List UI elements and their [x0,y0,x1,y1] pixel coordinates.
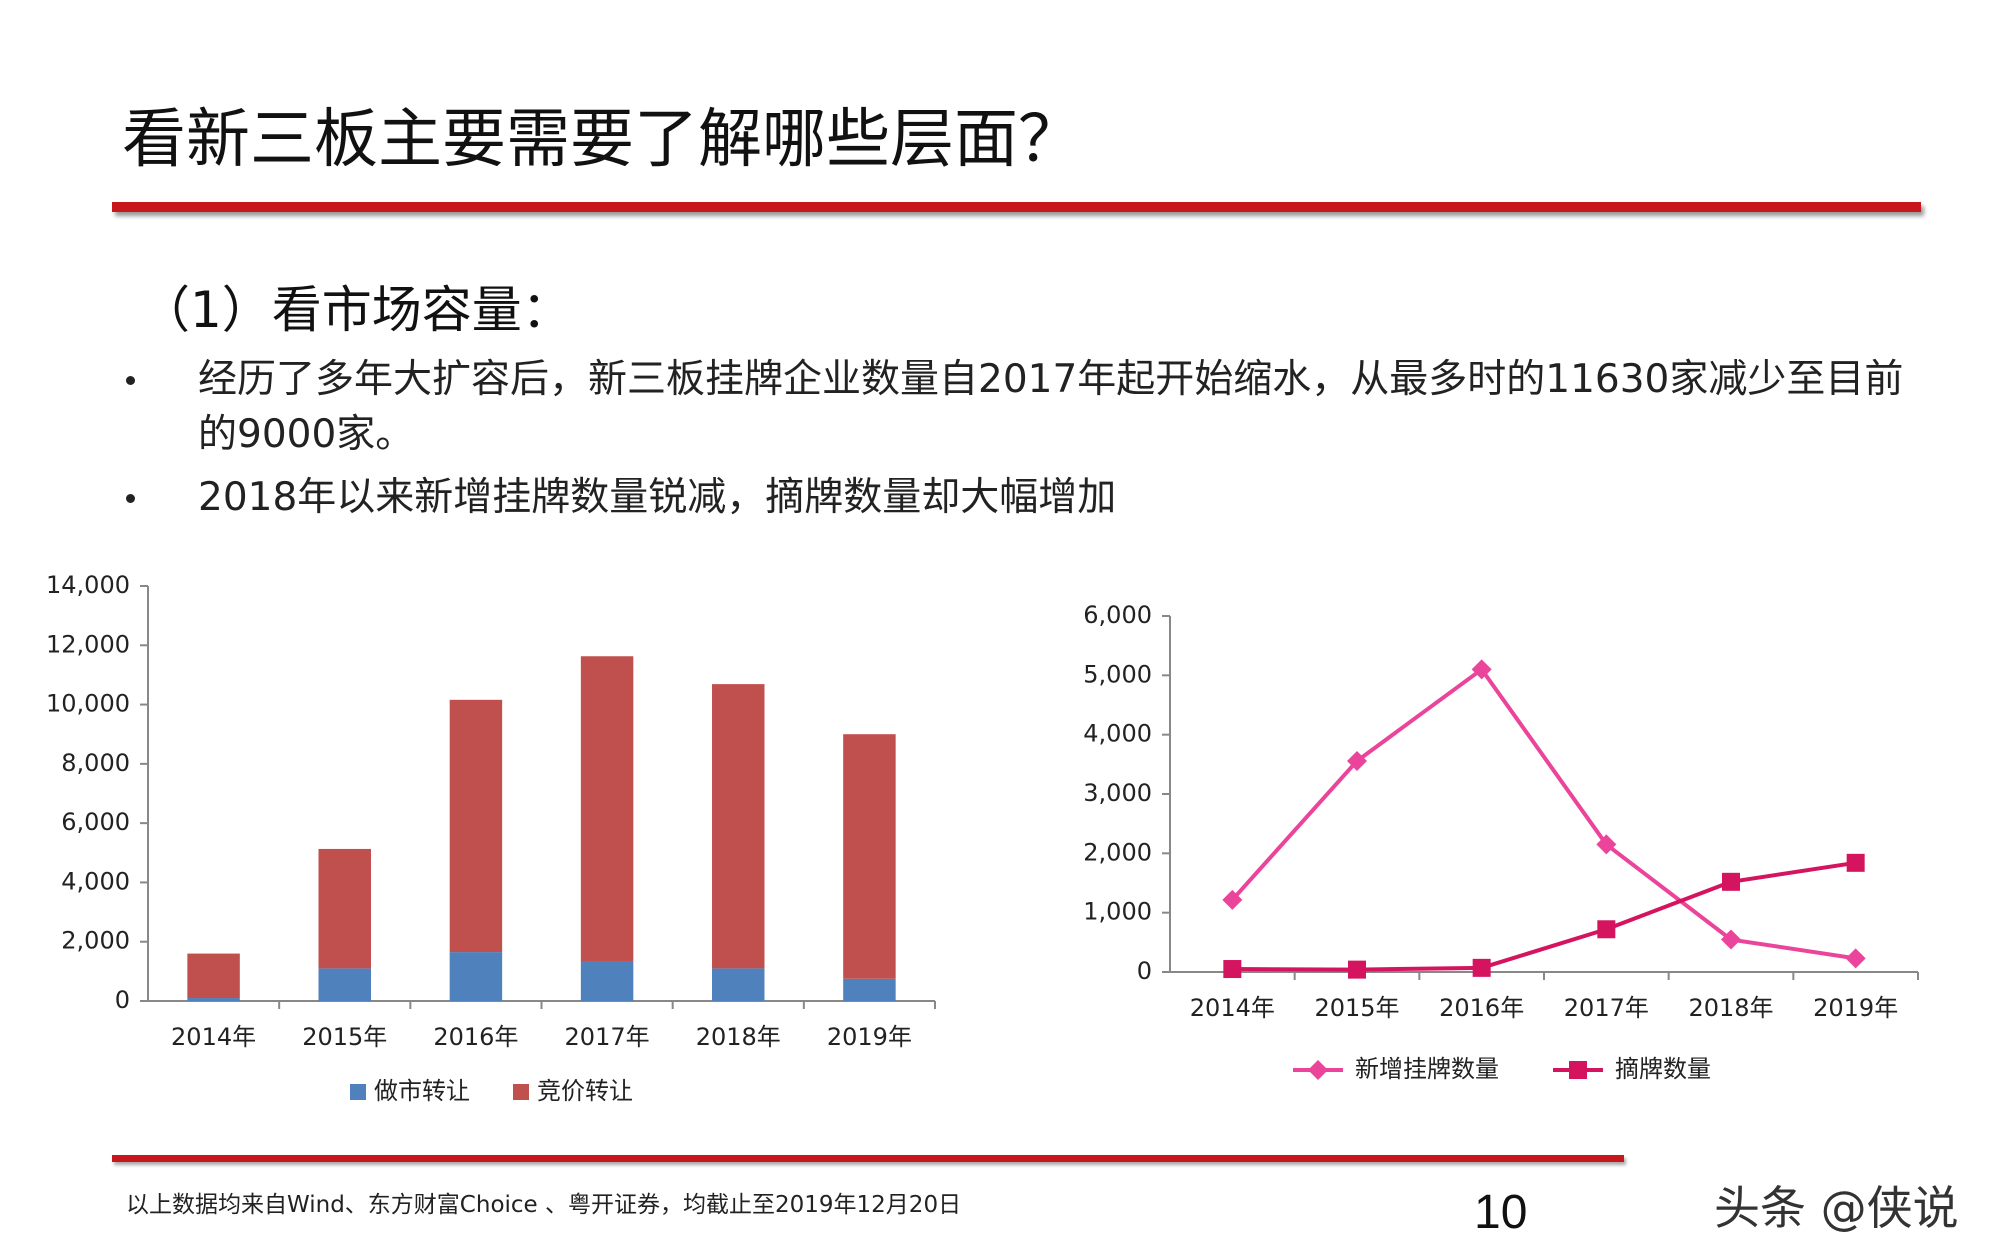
x-tick-label: 2017年 [565,1023,650,1051]
x-tick-label: 2018年 [1688,994,1773,1022]
y-tick-label: 6,000 [1083,601,1152,629]
bar-segment [712,684,765,969]
bullet-dot [126,376,135,385]
y-tick-label: 8,000 [61,749,130,777]
marker [1722,872,1740,891]
series-line [1230,666,1856,961]
marker [1348,960,1366,979]
x-tick-label: 2015年 [302,1023,387,1051]
bar-segment [580,656,634,961]
y-tick-label: 6,000 [61,808,130,836]
x-tick-label: 2015年 [1314,994,1399,1022]
bullet: 2018年以来新增挂牌数量锐减，摘牌数量却大幅增加 [126,470,1928,525]
legend-label: 新增挂牌数量 [1355,1055,1499,1083]
bar-segment [187,953,240,999]
marker [1569,1061,1587,1079]
y-tick-label: 4,000 [61,867,130,895]
legend-label: 做市转让 [374,1077,470,1105]
y-tick-label: 2,000 [1083,838,1152,866]
y-tick-label: 4,000 [1083,720,1152,748]
marker [1472,958,1491,977]
watermark: 头条 @侠说 [1714,1181,1959,1235]
marker [1596,834,1617,855]
y-tick-label: 0 [115,986,130,1014]
x-tick-label: 2018年 [696,1023,781,1051]
x-tick-label: 2014年 [171,1023,256,1051]
bar-segment [712,968,765,1001]
bar-segment [843,734,896,979]
legend-label: 竞价转让 [537,1077,633,1105]
x-tick-label: 2019年 [827,1023,912,1051]
bar-segment [449,699,503,953]
footer-rule [112,1155,1624,1162]
y-tick-label: 10,000 [46,690,130,718]
legend-label: 摘牌数量 [1615,1055,1711,1083]
bar-segment [843,978,896,1001]
bullet-text: 经历了多年大扩容后，新三板挂牌企业数量自2017年起开始缩水，从最多时的1163… [198,357,1904,457]
marker [1308,1060,1328,1080]
marker [1222,889,1243,910]
marker [1347,750,1367,771]
bar-segment [318,968,371,1001]
footnote: 以上数据均来自Wind、东方财富Choice 、粤开证券，均截止至2019年12… [126,1192,962,1218]
y-tick-label: 5,000 [1083,660,1152,688]
x-tick-label: 2016年 [433,1023,518,1051]
marker [1846,853,1865,872]
bullet-dot [126,494,135,503]
x-tick-label: 2019年 [1813,994,1898,1022]
marker [1721,929,1741,950]
series-line [1232,860,1856,972]
y-tick-label: 0 [1137,957,1152,985]
title-rule [112,202,1921,212]
x-tick-label: 2016年 [1439,994,1524,1022]
marker [1845,948,1866,969]
slide-title: 看新三板主要需要了解哪些层面？ [122,103,1082,177]
x-tick-label: 2017年 [1564,994,1649,1022]
y-tick-label: 3,000 [1083,779,1152,807]
bar-segment [449,952,503,1001]
bar-segment [187,998,240,1001]
bar-segment [580,960,634,1001]
marker [1471,659,1492,680]
bar-segment [318,848,371,969]
y-tick-label: 1,000 [1083,898,1152,926]
y-tick-label: 12,000 [46,630,130,658]
y-tick-label: 14,000 [46,571,130,599]
legend-swatch [350,1084,366,1100]
marker [1223,960,1242,979]
legend-swatch [513,1084,529,1100]
marker [1597,920,1616,939]
bullet-text: 2018年以来新增挂牌数量锐减，摘牌数量却大幅增加 [198,475,1117,520]
section-heading: （1）看市场容量： [140,281,572,339]
bullet: 经历了多年大扩容后，新三板挂牌企业数量自2017年起开始缩水，从最多时的1163… [126,352,1928,462]
page-number: 10 [1474,1186,1528,1239]
y-tick-label: 2,000 [61,927,130,955]
x-tick-label: 2014年 [1190,994,1275,1022]
